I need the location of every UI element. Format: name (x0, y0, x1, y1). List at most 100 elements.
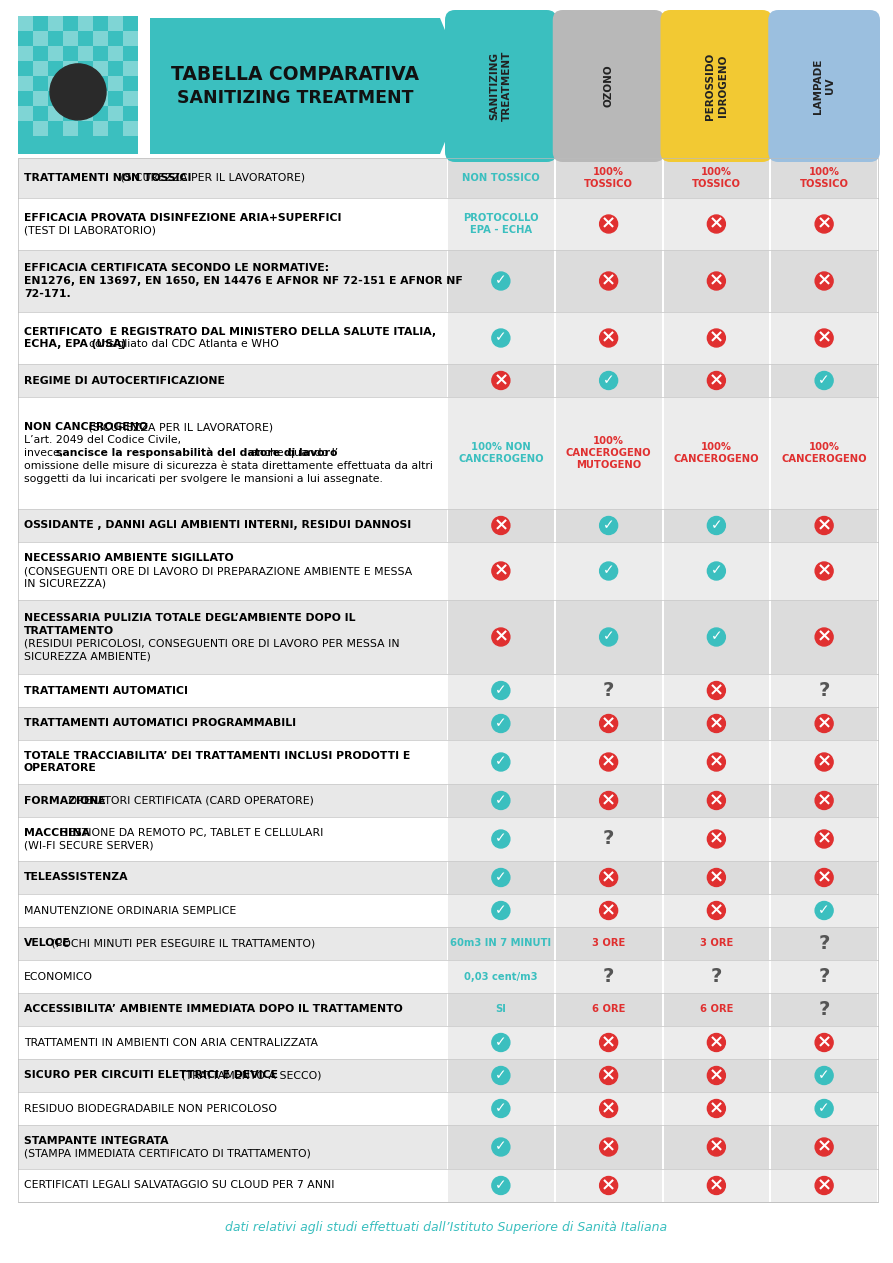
Bar (555, 250, 662, 312)
Text: ×: × (601, 215, 616, 232)
Text: 60m3 IN 7 MINUTI: 60m3 IN 7 MINUTI (450, 938, 552, 949)
Bar (663, 158, 769, 198)
Bar (555, 158, 662, 198)
Text: ×: × (709, 328, 724, 346)
Circle shape (599, 753, 618, 770)
Circle shape (707, 1100, 725, 1118)
Bar (663, 600, 769, 674)
Bar (663, 1058, 769, 1092)
Circle shape (492, 1100, 510, 1118)
Circle shape (492, 517, 510, 534)
Circle shape (707, 715, 725, 733)
Circle shape (599, 1100, 618, 1118)
Text: TOTALE TRACCIABILITA’ DEI TRATTAMENTI INCLUSI PRODOTTI E: TOTALE TRACCIABILITA’ DEI TRATTAMENTI IN… (24, 750, 410, 760)
Bar (448, 600, 554, 674)
Bar (663, 509, 769, 542)
Text: (TRATTAMENTO A SECCO): (TRATTAMENTO A SECCO) (178, 1071, 321, 1081)
Bar (555, 198, 662, 250)
Bar (18, 364, 447, 397)
Text: ✓: ✓ (495, 716, 506, 730)
Text: ✓: ✓ (711, 629, 722, 644)
Text: ✓: ✓ (495, 683, 506, 697)
Text: EFFICACIA CERTIFICATA SECONDO LE NORMATIVE:: EFFICACIA CERTIFICATA SECONDO LE NORMATI… (24, 263, 330, 273)
Text: OPERATORE: OPERATORE (24, 764, 96, 773)
Bar (93, 91, 108, 106)
Bar (663, 960, 769, 993)
Text: TELEASSISTENZA: TELEASSISTENZA (24, 873, 129, 883)
Text: ×: × (709, 714, 724, 733)
Circle shape (599, 902, 618, 919)
Text: ×: × (816, 830, 831, 847)
Circle shape (815, 1100, 833, 1118)
Bar (18, 158, 878, 1202)
Bar (555, 927, 662, 960)
Circle shape (707, 328, 725, 347)
Bar (448, 1058, 554, 1092)
Text: NECESSARIA PULIZIA TOTALE DEGL’AMBIENTE DOPO IL: NECESSARIA PULIZIA TOTALE DEGL’AMBIENTE … (24, 613, 355, 623)
Circle shape (815, 1138, 833, 1156)
Bar (448, 397, 554, 509)
Bar (663, 707, 769, 740)
Circle shape (492, 1177, 510, 1195)
Bar (555, 861, 662, 894)
Circle shape (815, 215, 833, 232)
Text: NON CANCEROGENO: NON CANCEROGENO (24, 422, 148, 432)
Bar (772, 960, 877, 993)
Text: ×: × (709, 1099, 724, 1116)
Circle shape (815, 517, 833, 534)
Text: ×: × (709, 901, 724, 919)
Circle shape (492, 682, 510, 700)
Text: ✓: ✓ (495, 1068, 506, 1082)
Circle shape (707, 215, 725, 232)
Bar (555, 894, 662, 927)
Bar (555, 707, 662, 740)
Bar (448, 674, 554, 707)
Circle shape (492, 562, 510, 580)
Bar (108, 76, 123, 91)
Text: ✓: ✓ (818, 373, 830, 386)
Bar (555, 1092, 662, 1125)
Text: 3 ORE: 3 ORE (700, 938, 733, 949)
Bar (663, 1026, 769, 1058)
Bar (448, 707, 554, 740)
Text: ×: × (816, 791, 831, 810)
Bar (772, 198, 877, 250)
Bar (772, 674, 877, 707)
Text: ?: ? (603, 967, 614, 986)
Text: ×: × (709, 215, 724, 232)
Bar (772, 1092, 877, 1125)
Bar (18, 198, 447, 250)
Bar (63, 61, 78, 76)
Bar (448, 250, 554, 312)
Circle shape (815, 371, 833, 389)
Text: ×: × (601, 328, 616, 346)
Circle shape (707, 517, 725, 534)
Text: SICUREZZA AMBIENTE): SICUREZZA AMBIENTE) (24, 652, 151, 662)
Bar (555, 1058, 662, 1092)
Bar (555, 993, 662, 1026)
Bar (772, 784, 877, 817)
Bar (663, 740, 769, 784)
Text: ×: × (816, 1138, 831, 1156)
Circle shape (599, 869, 618, 887)
Bar (772, 542, 877, 600)
Bar (663, 894, 769, 927)
Text: (TEST DI LABORATORIO): (TEST DI LABORATORIO) (24, 226, 156, 235)
Circle shape (815, 562, 833, 580)
Text: MANUTENZIONE ORDINARIA SEMPLICE: MANUTENZIONE ORDINARIA SEMPLICE (24, 906, 237, 916)
Text: ✓: ✓ (495, 1101, 506, 1115)
Bar (448, 927, 554, 960)
Bar (555, 1125, 662, 1170)
Text: invece,: invece, (24, 448, 67, 458)
Text: ×: × (493, 517, 508, 534)
Circle shape (815, 830, 833, 847)
Text: SI: SI (496, 1004, 506, 1014)
Bar (448, 960, 554, 993)
Circle shape (492, 753, 510, 770)
Text: PROTOCOLLO
EPA - ECHA: PROTOCOLLO EPA - ECHA (463, 213, 538, 235)
Bar (555, 740, 662, 784)
Text: ×: × (816, 272, 831, 289)
Text: ✓: ✓ (495, 870, 506, 884)
Circle shape (599, 1066, 618, 1085)
Circle shape (707, 869, 725, 887)
